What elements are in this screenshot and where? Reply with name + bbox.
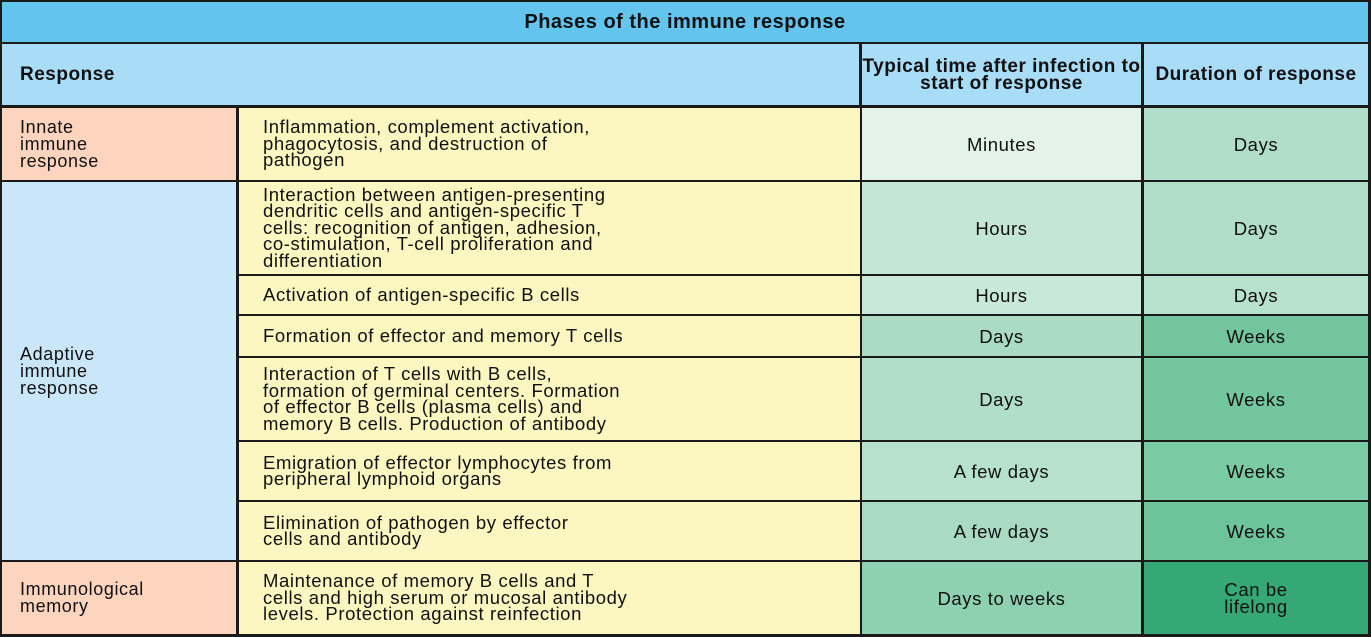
- row-duration: Weeks: [1144, 316, 1368, 356]
- row-duration: Weeks: [1144, 358, 1368, 440]
- row-event: Interaction between antigen-presenting d…: [239, 182, 860, 274]
- row-time: Days: [862, 316, 1141, 356]
- row-duration: Weeks: [1144, 442, 1368, 500]
- row-event: Emigration of effector lymphocytes from …: [239, 442, 860, 500]
- row-duration: Days: [1144, 182, 1368, 274]
- row-time: Days: [862, 358, 1141, 440]
- row-event: Interaction of T cells with B cells, for…: [239, 358, 860, 440]
- header-duration: Duration of response: [1144, 44, 1368, 105]
- row-time: Minutes: [862, 108, 1141, 180]
- row-duration: Days: [1144, 108, 1368, 180]
- row-event: Inflammation, complement activation, pha…: [239, 108, 860, 180]
- row-event: Activation of antigen-specific B cells: [239, 276, 860, 314]
- row-time: A few days: [862, 502, 1141, 560]
- group-innate-immune-response: Innate immune response: [2, 108, 236, 180]
- group-immunological-memory: Immunological memory: [2, 562, 236, 634]
- row-event: Formation of effector and memory T cells: [239, 316, 860, 356]
- row-event: Elimination of pathogen by effector cell…: [239, 502, 860, 560]
- group-adaptive-immune-response: Adaptive immune response: [2, 182, 236, 560]
- header-response: Response: [2, 44, 859, 105]
- row-duration: Days: [1144, 276, 1368, 314]
- row-time: Days to weeks: [862, 562, 1141, 634]
- header-time-to-start: Typical time after infection to start of…: [862, 44, 1141, 105]
- row-event: Maintenance of memory B cells and T cell…: [239, 562, 860, 634]
- table-title: Phases of the immune response: [2, 2, 1368, 42]
- row-time: Hours: [862, 182, 1141, 274]
- row-time: Hours: [862, 276, 1141, 314]
- row-duration: Can be lifelong: [1144, 562, 1368, 634]
- row-time: A few days: [862, 442, 1141, 500]
- row-duration: Weeks: [1144, 502, 1368, 560]
